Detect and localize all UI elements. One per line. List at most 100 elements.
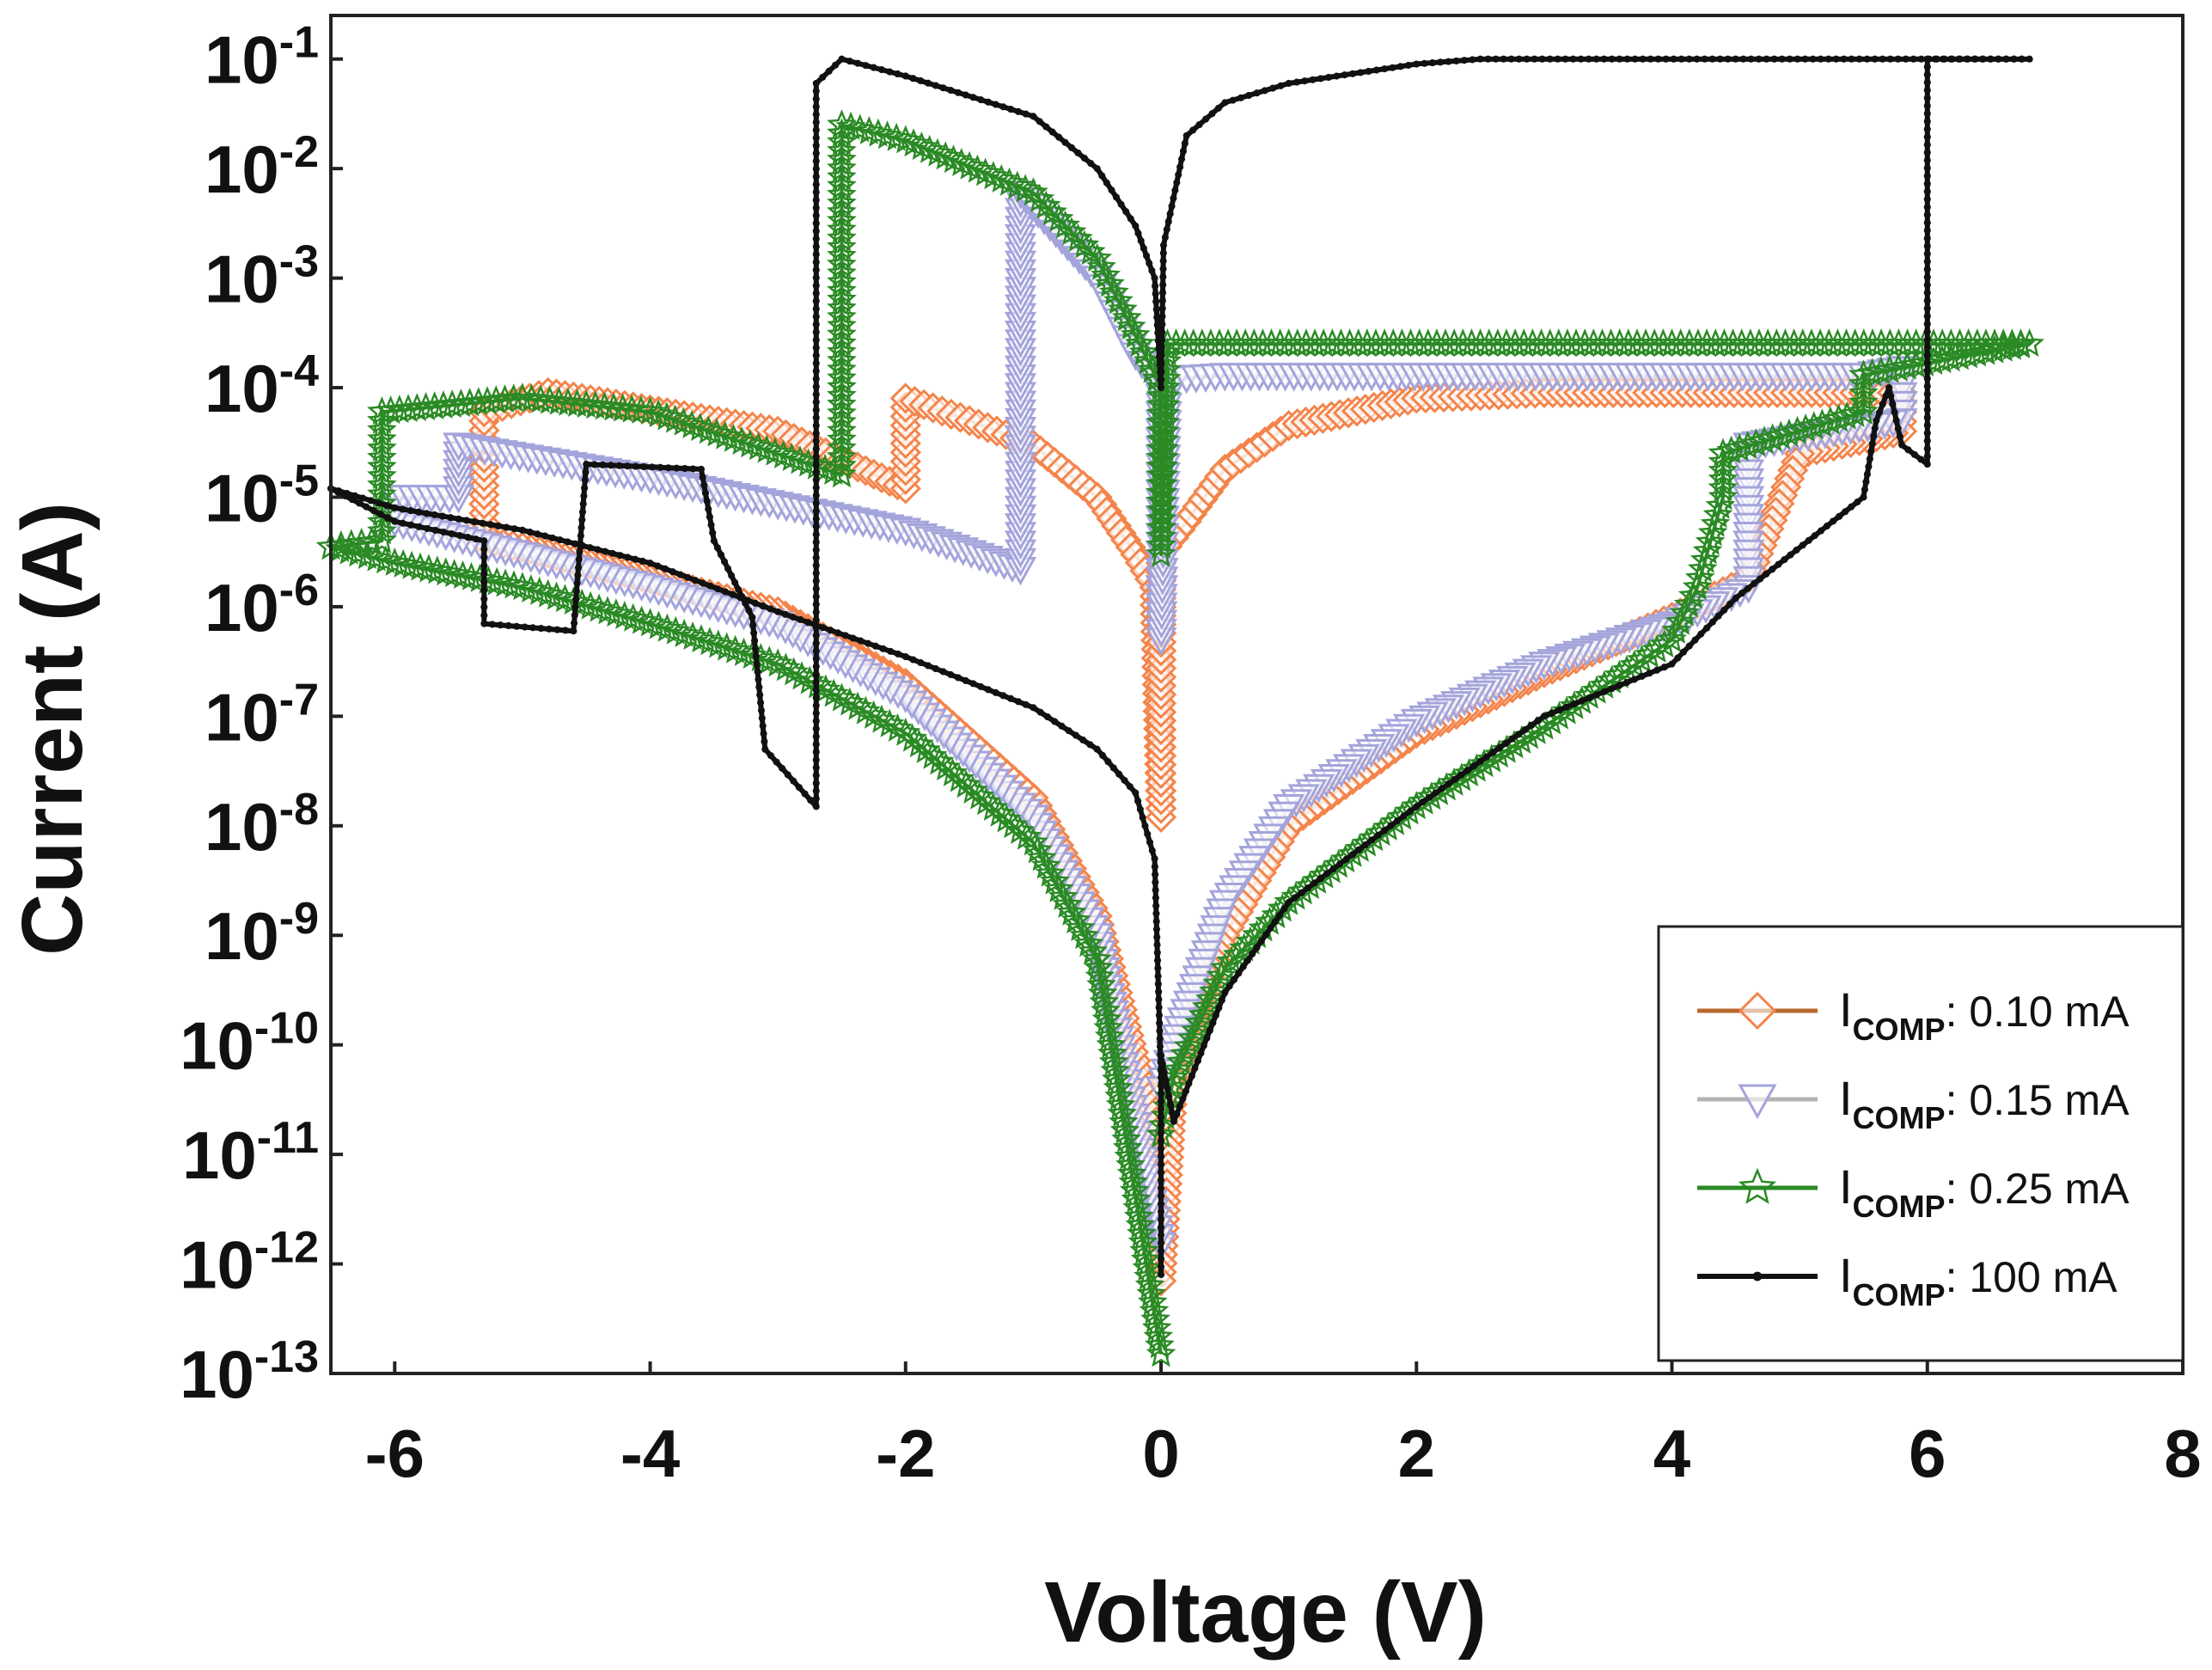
data-point-marker: [1105, 1089, 1136, 1118]
data-point-marker: [1923, 461, 1931, 468]
data-point-marker: [1695, 526, 1726, 555]
data-point-marker: [1809, 55, 1817, 63]
data-point-marker: [1168, 202, 1176, 210]
data-point-marker: [812, 632, 820, 639]
data-point-marker: [676, 409, 707, 438]
data-point-marker: [1515, 55, 1523, 63]
data-point-marker: [827, 627, 834, 634]
data-point-marker: [1136, 805, 1144, 813]
data-point-marker: [1122, 1192, 1152, 1221]
data-point-marker: [1146, 260, 1153, 267]
data-point-marker: [507, 382, 538, 412]
data-point-marker: [785, 445, 816, 474]
data-point-marker: [812, 678, 820, 686]
data-point-marker: [1103, 285, 1133, 315]
data-point-marker: [1438, 785, 1446, 792]
data-point-marker: [1112, 1132, 1143, 1161]
data-point-marker: [661, 565, 669, 572]
data-point-marker: [651, 401, 682, 431]
y-tick-label: 10-13: [180, 1332, 319, 1412]
data-point-marker: [602, 547, 609, 555]
data-point-marker: [1100, 1055, 1131, 1085]
data-point-marker: [1978, 55, 1986, 63]
data-point-marker: [1152, 917, 1160, 926]
data-point-marker: [1146, 838, 1154, 847]
data-point-marker: [341, 492, 349, 499]
data-point-marker: [535, 385, 565, 414]
data-point-marker: [1600, 55, 1608, 63]
data-point-marker: [1230, 976, 1238, 983]
data-point-marker: [608, 549, 616, 557]
data-point-marker: [497, 621, 504, 629]
data-point-marker: [827, 459, 857, 488]
data-point-marker: [375, 499, 382, 507]
data-point-marker: [553, 387, 584, 416]
data-point-marker: [801, 790, 809, 798]
data-point-marker: [367, 524, 397, 554]
data-point-marker: [1923, 359, 1931, 367]
data-point-marker: [1162, 1054, 1193, 1083]
data-point-marker: [464, 534, 472, 541]
data-point-marker: [571, 540, 579, 547]
data-point-marker: [718, 423, 749, 452]
data-point-marker: [717, 551, 725, 559]
data-point-marker: [773, 758, 780, 766]
data-point-marker: [1086, 741, 1094, 749]
data-point-marker: [812, 616, 820, 624]
data-point-marker: [812, 406, 820, 414]
data-point-marker: [729, 590, 736, 598]
data-point-marker: [1158, 368, 1165, 376]
data-point-marker: [812, 725, 820, 732]
data-point-marker: [1333, 72, 1341, 80]
data-point-marker: [917, 76, 925, 85]
data-point-marker: [1923, 273, 1931, 281]
data-point-marker: [1158, 336, 1166, 344]
data-point-marker: [1157, 1177, 1165, 1184]
data-point-marker: [1923, 421, 1931, 429]
data-point-marker: [1202, 115, 1210, 123]
data-point-marker: [1146, 512, 1177, 541]
data-point-marker: [863, 118, 894, 147]
data-point-marker: [1670, 55, 1677, 63]
data-point-marker: [556, 536, 564, 544]
data-point-marker: [700, 481, 708, 489]
data-point-marker: [1638, 672, 1646, 680]
data-point-marker: [1317, 75, 1324, 83]
data-point-marker: [909, 656, 917, 664]
data-point-marker: [367, 432, 397, 462]
data-point-marker: [1476, 55, 1484, 63]
data-point-marker: [1175, 171, 1182, 179]
data-point-marker: [1154, 980, 1162, 988]
data-point-marker: [1157, 1247, 1165, 1255]
data-point-marker: [579, 500, 587, 508]
data-point-marker: [743, 431, 773, 461]
data-point-marker: [1115, 770, 1123, 778]
data-point-marker: [406, 507, 414, 515]
data-point-marker: [749, 614, 756, 621]
data-point-marker: [1947, 55, 1955, 63]
data-point-marker: [1109, 1106, 1139, 1135]
data-point-marker: [1104, 758, 1112, 766]
data-point-marker: [571, 611, 578, 619]
data-point-marker: [812, 204, 820, 211]
data-point-marker: [438, 512, 447, 520]
data-point-marker: [1127, 1227, 1158, 1256]
data-point-marker: [751, 434, 782, 463]
data-point-marker: [669, 568, 676, 576]
data-point-marker: [537, 625, 545, 633]
data-point-marker: [1149, 442, 1179, 471]
data-point-marker: [1157, 1153, 1165, 1160]
data-point-marker: [728, 572, 736, 579]
data-point-marker: [1763, 570, 1770, 578]
data-point-marker: [1793, 55, 1801, 63]
data-point-marker: [1152, 282, 1159, 290]
data-point-marker: [479, 519, 486, 527]
data-point-marker: [1421, 59, 1428, 67]
legend: ICOMP: 0.10 mA ICOMP: 0.15 mA ICOMP: 0.25 …: [1657, 925, 2185, 1362]
series-markers: [378, 180, 1918, 1262]
data-point-marker: [673, 464, 681, 472]
data-point-marker: [812, 655, 820, 663]
data-point-marker: [812, 686, 820, 694]
data-point-marker: [1136, 1278, 1167, 1307]
data-point-marker: [447, 514, 455, 522]
